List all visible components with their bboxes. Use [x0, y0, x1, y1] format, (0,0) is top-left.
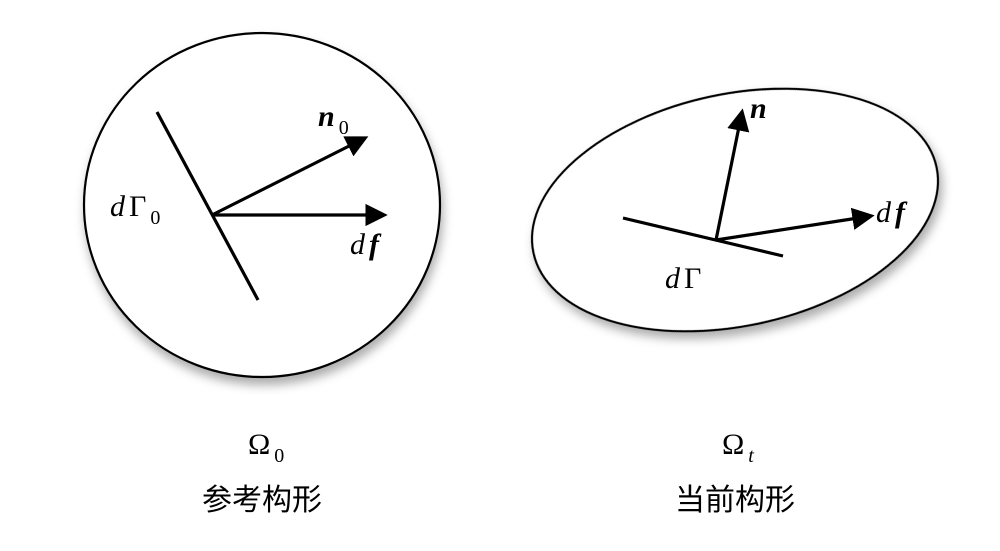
current-domain-symbol: Ω t [722, 428, 754, 467]
current-surface-label: d Γ [665, 262, 701, 295]
diagram-canvas: n 0 d f d Γ 0 Ω 0 参考构形 n [0, 0, 1000, 551]
reference-configuration: n 0 d f d Γ 0 Ω 0 参考构形 [84, 33, 440, 517]
reference-domain-symbol: Ω 0 [248, 428, 284, 467]
current-configuration: n d f d Γ Ω t 当前构形 [509, 54, 960, 517]
reference-caption: 参考构形 [202, 484, 322, 517]
current-caption: 当前构形 [675, 484, 795, 517]
current-normal-label: n [750, 92, 767, 125]
